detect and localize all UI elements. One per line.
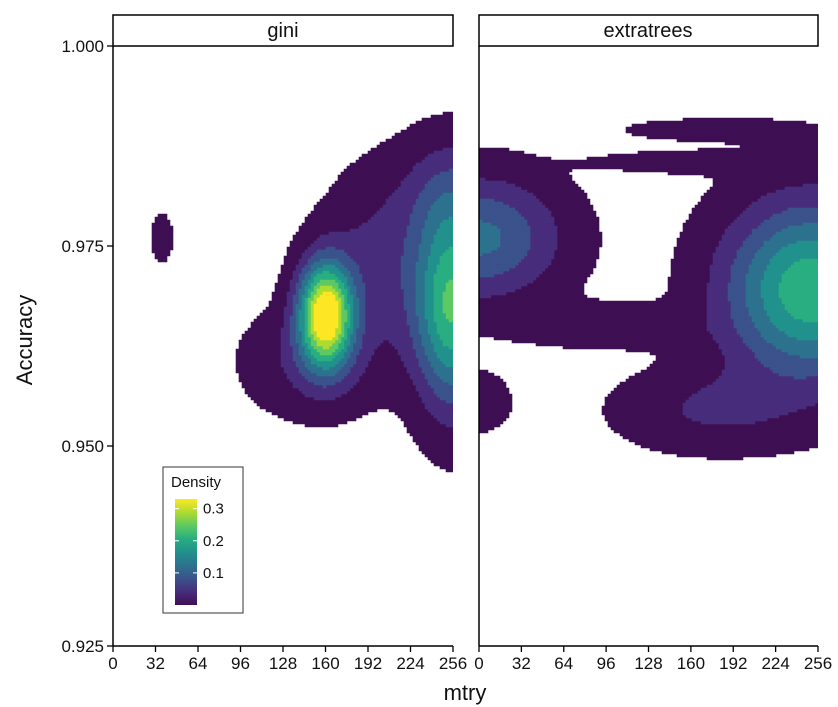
x-tick-label: 192 xyxy=(354,654,382,673)
x-tick-label: 128 xyxy=(269,654,297,673)
x-tick-label: 160 xyxy=(677,654,705,673)
x-tick-label: 64 xyxy=(554,654,573,673)
x-tick-label: 32 xyxy=(146,654,165,673)
density-level-6 xyxy=(778,258,818,323)
density-level-2 xyxy=(479,177,818,425)
x-tick-label: 128 xyxy=(634,654,662,673)
legend-tick-label: 0.3 xyxy=(203,501,224,518)
density-level-9 xyxy=(313,291,339,341)
legend-tick-label: 0.2 xyxy=(203,533,224,550)
panel-extratrees: extratrees 0 32 64 96 128 160 192 224 256 xyxy=(474,14,832,673)
density-contours-extratrees xyxy=(479,117,818,461)
y-tick-label: 0.975 xyxy=(61,237,104,256)
x-tick-label: 160 xyxy=(311,654,339,673)
x-tick-label: 256 xyxy=(804,654,832,673)
x-tick-label: 0 xyxy=(474,654,483,673)
x-tick-label: 64 xyxy=(189,654,208,673)
strip-label-gini: gini xyxy=(267,20,298,42)
x-tick-label: 256 xyxy=(439,654,467,673)
y-ticks: 0.925 0.950 0.975 1.000 xyxy=(61,37,113,656)
x-tick-label: 32 xyxy=(512,654,531,673)
y-tick-label: 0.950 xyxy=(61,437,104,456)
strip-background-gini xyxy=(112,14,454,47)
legend-colorbar xyxy=(175,499,197,605)
x-tick-label: 96 xyxy=(597,654,616,673)
x-ticks-extratrees: 0 32 64 96 128 160 192 224 256 xyxy=(474,646,832,673)
y-tick-label: 0.925 xyxy=(61,637,104,656)
x-tick-label: 224 xyxy=(396,654,424,673)
y-axis-title: Accuracy xyxy=(12,295,37,385)
y-tick-label: 1.000 xyxy=(61,37,104,56)
x-ticks-gini: 0 32 64 96 128 160 192 224 256 xyxy=(108,646,467,673)
legend-title: Density xyxy=(171,474,222,491)
x-tick-label: 192 xyxy=(719,654,747,673)
x-axis-title: mtry xyxy=(444,680,487,705)
strip-label-extratrees: extratrees xyxy=(604,20,693,42)
x-tick-label: 224 xyxy=(761,654,789,673)
panel-gini: gini 0 32 64 96 128 160 192 224 256 xyxy=(108,14,467,673)
legend-ticks: 0.1 0.2 0.3 xyxy=(175,501,224,582)
legend-tick-label: 0.1 xyxy=(203,565,224,582)
density-contours-gini xyxy=(151,111,453,473)
x-tick-label: 0 xyxy=(108,654,117,673)
density-level-4 xyxy=(479,219,818,359)
legend: Density 0.1 0.2 0.3 xyxy=(162,466,244,614)
x-tick-label: 96 xyxy=(231,654,250,673)
strip-background-extratrees xyxy=(478,14,819,47)
